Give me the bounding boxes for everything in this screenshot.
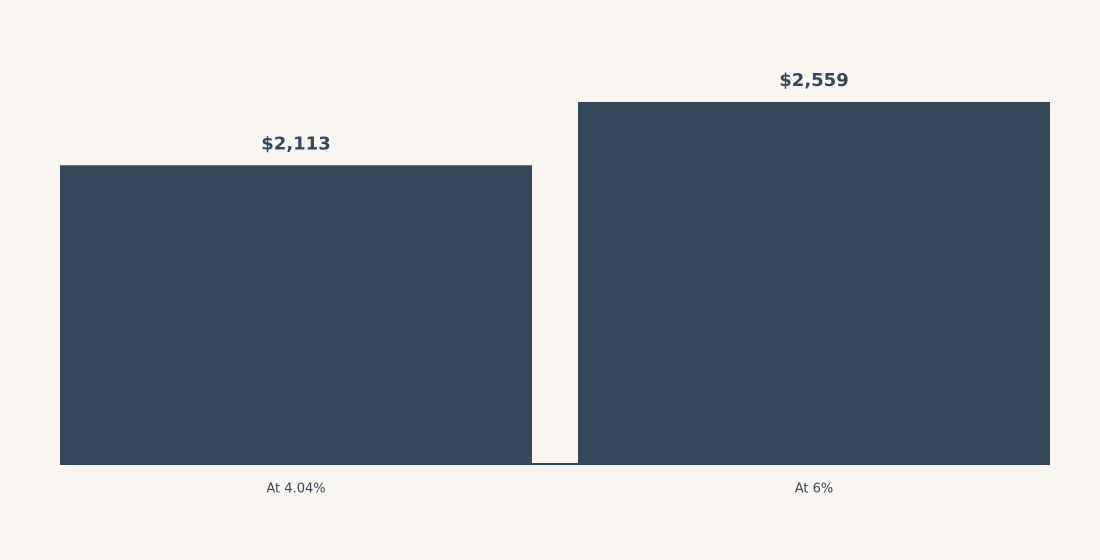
bar	[578, 102, 1050, 465]
bar	[60, 165, 532, 465]
value-label: $2,559	[779, 70, 848, 91]
x-tick-label: At 4.04%	[266, 482, 325, 497]
x-tick-label: At 6%	[795, 482, 834, 497]
value-label: $2,113	[261, 133, 330, 154]
